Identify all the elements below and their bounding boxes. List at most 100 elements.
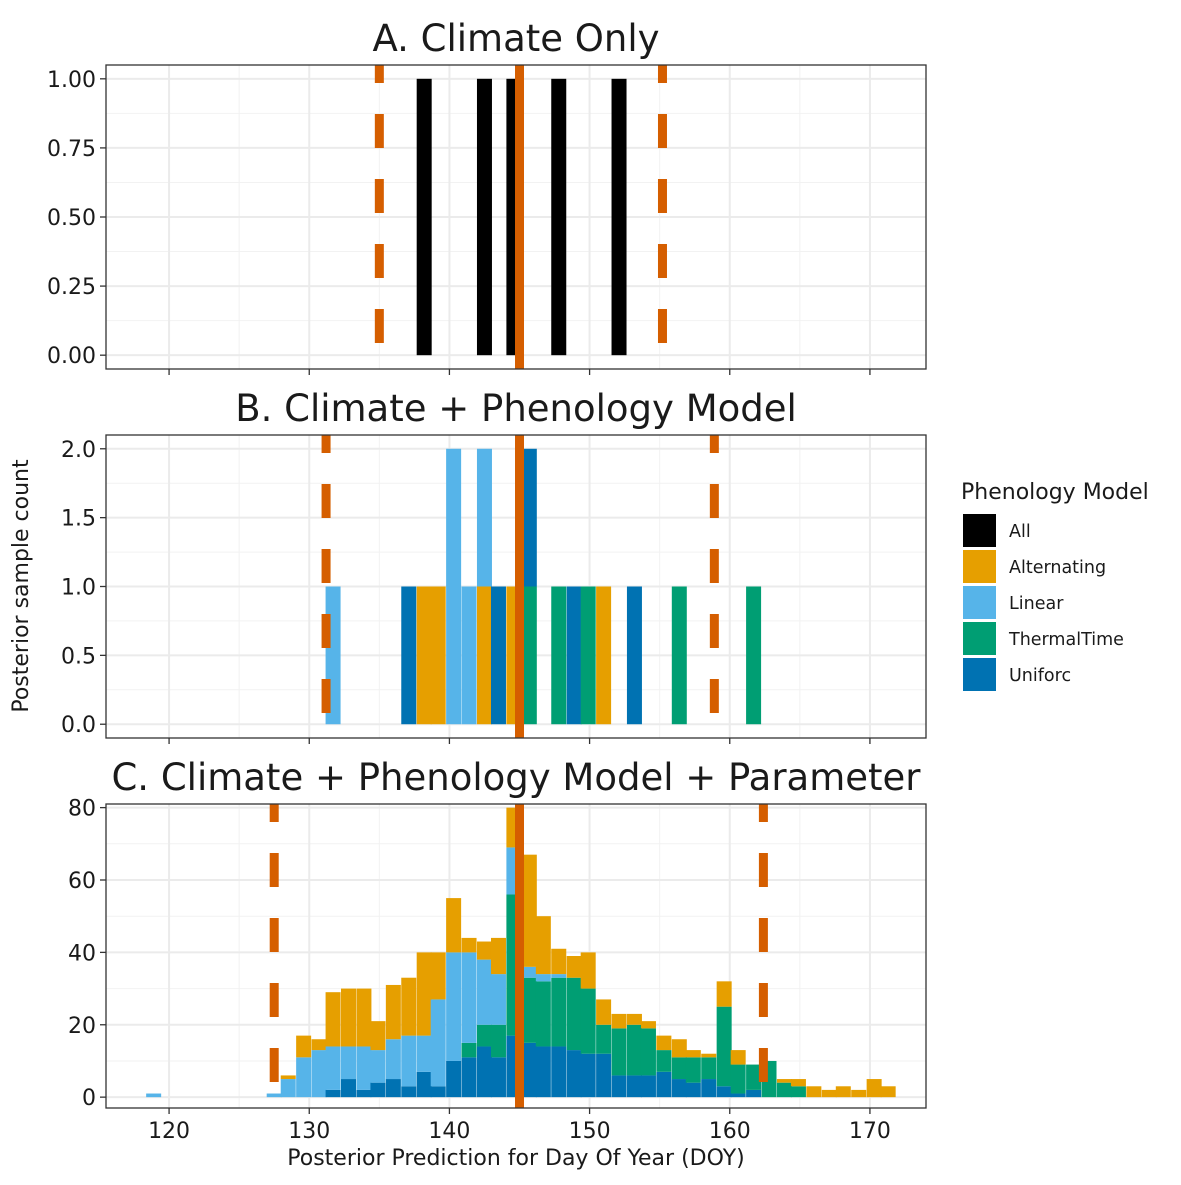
- panel-2: 0.0 0.5 1.0 1.5 2.0 B. Climate + Phenology Mo…: [61, 387, 927, 744]
- y-axis-title: Posterior sample count: [9, 459, 34, 713]
- bar-thermaltime: [671, 586, 687, 725]
- bar-alternating: [490, 937, 506, 975]
- bar-uniforc: [356, 1089, 372, 1098]
- bar-thermaltime: [566, 977, 582, 1051]
- bar-alternating: [325, 992, 341, 1047]
- legend-label: Linear: [1009, 594, 1064, 614]
- bar-alternating: [640, 1021, 656, 1029]
- bar-uniforc: [640, 1075, 656, 1098]
- bars: [416, 78, 627, 356]
- bar-thermaltime: [596, 1024, 612, 1054]
- bar-alternating: [356, 988, 372, 1047]
- bar-uniforc: [671, 1079, 687, 1098]
- bar-linear: [551, 974, 567, 978]
- bar-alternating: [430, 952, 446, 1000]
- bar-uniforc: [416, 1071, 432, 1098]
- bar-all: [551, 78, 567, 356]
- legend-label: Alternating: [1009, 558, 1106, 578]
- legend-items: All Alternating Linear ThermalTime Uniforc: [963, 514, 1124, 691]
- panel-1: 0.00 0.25 0.50 0.75 1.00 A. Climate Only: [47, 17, 927, 375]
- panel-title: B. Climate + Phenology Model: [235, 387, 797, 430]
- legend-label: ThermalTime: [1008, 630, 1124, 650]
- bar-thermaltime: [476, 1024, 492, 1047]
- bar-thermaltime: [490, 1024, 506, 1058]
- bar-thermaltime: [551, 586, 567, 725]
- bar-uniforc: [461, 1057, 477, 1098]
- y-tick-label: 0: [82, 1086, 96, 1111]
- panel-title: C. Climate + Phenology Model + Parameter: [111, 756, 921, 799]
- bar-uniforc: [490, 586, 506, 725]
- bar-uniforc: [746, 1089, 762, 1098]
- legend-swatch: [963, 622, 996, 655]
- y-tick-label: 0.25: [47, 275, 96, 300]
- bar-uniforc: [535, 1046, 551, 1098]
- bar-alternating: [730, 1050, 746, 1065]
- bar-alternating: [566, 956, 582, 978]
- bar-alternating: [656, 1035, 672, 1051]
- x-tick-label: 130: [288, 1119, 330, 1144]
- bar-uniforc: [566, 586, 582, 725]
- panel-border: [105, 803, 927, 1109]
- bar-alternating: [880, 1086, 896, 1098]
- bar-uniforc: [701, 1079, 717, 1098]
- y-tick-label: 0.75: [47, 137, 96, 162]
- bar-alternating: [401, 977, 417, 1036]
- bar-uniforc: [340, 1079, 356, 1098]
- bar-uniforc: [596, 1053, 612, 1098]
- bar-uniforc: [430, 1086, 446, 1098]
- legend-item: Linear: [963, 586, 1064, 619]
- panel-3: 0 20 40 60 80 120 130 140 150 160 170 C. Climate + …: [68, 756, 927, 1144]
- legend-swatch: [963, 550, 996, 583]
- bars: [146, 807, 896, 1098]
- legend-title: Phenology Model: [961, 480, 1149, 505]
- bar-linear: [385, 1039, 401, 1080]
- legend-swatch: [963, 658, 996, 691]
- bar-uniforc: [580, 1053, 596, 1098]
- bar-alternating: [866, 1079, 882, 1098]
- bar-alternating: [521, 854, 537, 967]
- bar-uniforc: [626, 586, 642, 725]
- bar-linear: [446, 952, 462, 1061]
- bar-uniforc: [685, 1082, 701, 1098]
- legend-label: Uniforc: [1009, 666, 1071, 686]
- y-tick-label: 60: [68, 869, 96, 894]
- bar-alternating: [430, 586, 446, 725]
- bar-thermaltime: [685, 1057, 701, 1083]
- x-tick-label: 120: [148, 1119, 190, 1144]
- panels-layer: 0.000.250.500.751.00A. Climate Only0.00.…: [47, 17, 927, 1144]
- legend-item: Uniforc: [963, 658, 1071, 691]
- bar-alternating: [835, 1086, 851, 1098]
- bar-thermaltime: [656, 1050, 672, 1072]
- bar-linear: [535, 974, 551, 982]
- x-tick-label: 160: [709, 1119, 751, 1144]
- y-tick-label: 0.00: [47, 344, 96, 369]
- bar-alternating: [370, 1021, 386, 1051]
- bar-thermaltime: [521, 977, 537, 1043]
- bar-thermaltime: [580, 586, 596, 725]
- bar-uniforc: [476, 1046, 492, 1098]
- bar-linear: [296, 1057, 312, 1098]
- bar-linear: [430, 999, 446, 1087]
- legend-item: All: [963, 514, 1031, 547]
- bar-uniforc: [446, 1060, 462, 1098]
- bar-thermaltime: [730, 1064, 746, 1094]
- bar-alternating: [551, 948, 567, 975]
- bar-uniforc: [401, 586, 417, 725]
- bar-linear: [461, 586, 477, 725]
- bar-alternating: [716, 981, 732, 1007]
- panel-title: A. Climate Only: [372, 17, 659, 60]
- bar-thermaltime: [535, 981, 551, 1047]
- bar-thermaltime: [626, 1024, 642, 1076]
- bar-linear: [476, 448, 492, 587]
- bar-uniforc: [566, 1050, 582, 1098]
- bar-thermaltime: [461, 1042, 477, 1058]
- bar-alternating: [476, 586, 492, 725]
- bar-alternating: [461, 937, 477, 953]
- bar-linear: [325, 1046, 341, 1090]
- legend: Phenology Model All Alternating Linear Ther…: [961, 480, 1149, 691]
- bar-thermaltime: [611, 1028, 627, 1076]
- y-tick-label: 1.00: [47, 68, 96, 93]
- bar-linear: [446, 448, 462, 725]
